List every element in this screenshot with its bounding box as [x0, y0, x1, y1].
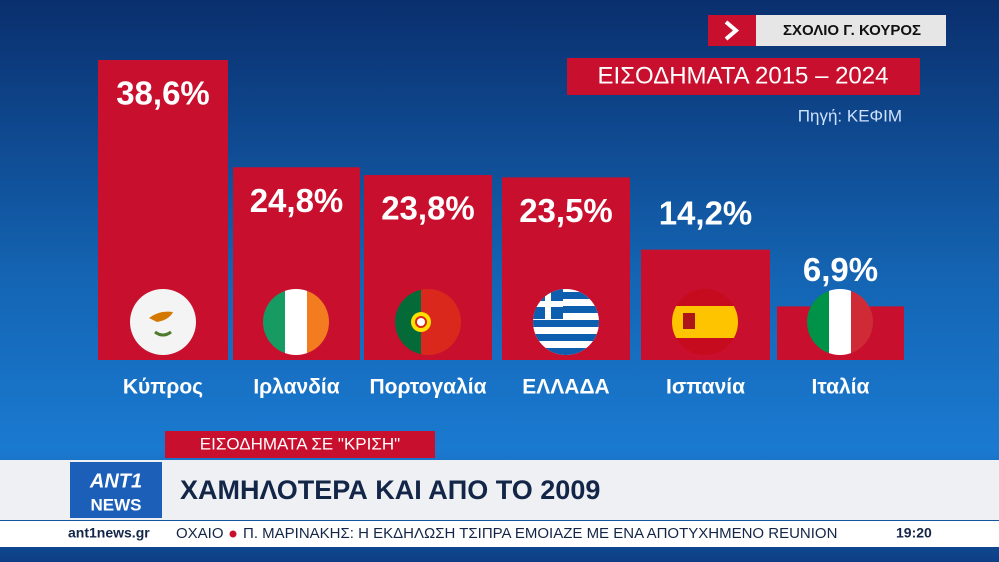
bars: 38,6% Κύπρος 24,8% Ιρλανδία 23,8% Πορτογαλία 2… [98, 60, 904, 399]
x-tick-label: Ιρλανδία [253, 376, 339, 399]
value-label: 24,8% [250, 182, 344, 219]
logo-bottom: NEWS [91, 495, 142, 514]
logo-top: ANT1 [89, 470, 142, 492]
value-label: 6,9% [803, 251, 878, 288]
x-tick-label: Ιταλία [812, 376, 870, 399]
tag-box [165, 431, 435, 458]
ticker-story: Π. ΜΑΡΙΝΑΚΗΣ: Η ΕΚΔΗΛΩΣΗ ΤΣΙΠΡΑ ΕΜΟΙΑΖΕ … [243, 525, 837, 542]
chart-title: ΕΙΣΟΔΗΜΑΤΑ 2015 – 2024 [598, 62, 889, 89]
value-label: 38,6% [116, 75, 210, 112]
title-box [567, 58, 920, 95]
flags [130, 289, 873, 355]
flag-cyprus [130, 289, 196, 355]
value-label: 23,5% [519, 192, 613, 229]
chart-source: Πηγή: ΚΕΦΙΜ [798, 106, 902, 125]
headline: ΧΑΜΗΛΟΤΕΡΑ ΚΑΙ ΑΠΟ ΤΟ 2009 [180, 475, 600, 505]
tag: ΕΙΣΟΔΗΜΑΤΑ ΣΕ "ΚΡΙΣΗ" [200, 434, 400, 453]
ticker-dot [229, 530, 237, 538]
flag-ireland [263, 289, 329, 355]
x-tick-label: Κύπρος [123, 376, 203, 399]
flag-greece [533, 289, 599, 355]
flag-portugal [395, 289, 461, 355]
flag-spain [672, 289, 738, 355]
headline-band [0, 460, 999, 520]
commentary: ΣΧΟΛΙΟ Γ. ΚΟΥΡΟΣ [783, 22, 921, 39]
ticker-site: ant1news.gr [68, 525, 150, 541]
x-tick-label: Πορτογαλία [369, 376, 486, 399]
x-tick-label: Ισπανία [666, 376, 745, 399]
commentary-accent [708, 15, 756, 46]
ticker-time: 19:20 [896, 525, 932, 541]
value-label: 23,8% [381, 190, 475, 227]
x-tick-label: ΕΛΛΑΔΑ [522, 376, 609, 399]
value-label: 14,2% [659, 194, 753, 231]
chevron [724, 20, 740, 41]
logo-box [70, 462, 162, 518]
flag-italy [807, 289, 873, 355]
ticker-fragment: ΟΧΑΙΟ [176, 525, 224, 542]
ticker-band [0, 521, 999, 547]
